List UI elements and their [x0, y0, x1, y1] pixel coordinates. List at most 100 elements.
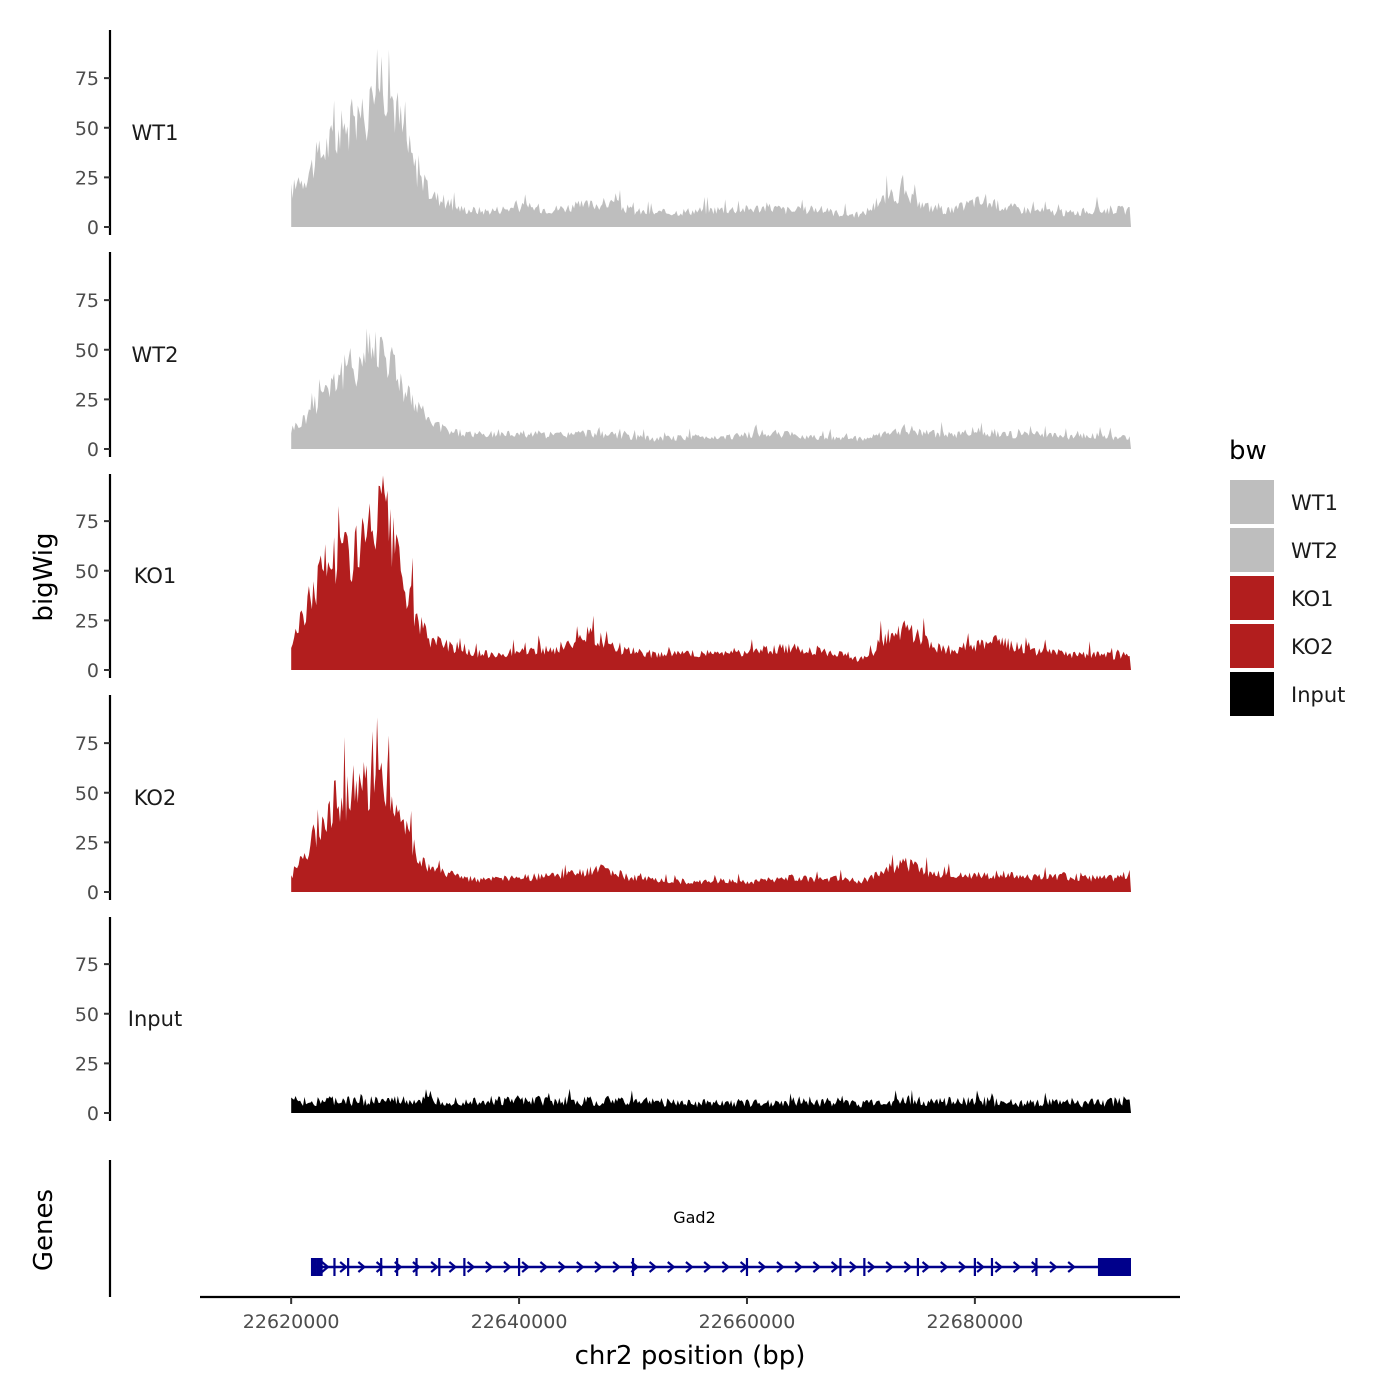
x-tick-label: 22640000 — [471, 1311, 568, 1333]
coverage-tracks: 0 25 50 75 WT1 0 25 50 75 WT2 0 25 50 75 KO1 0 25 50 75 KO2… — [75, 30, 1131, 1125]
y-tick-label: 25 — [75, 389, 99, 411]
exon-block — [380, 1258, 383, 1276]
strand-arrow — [940, 1261, 949, 1273]
track-input: 0 25 50 75 Input — [75, 917, 1131, 1125]
strand-arrow — [721, 1261, 731, 1273]
strand-arrow — [521, 1261, 530, 1273]
legend-swatch-ko1 — [1230, 576, 1274, 620]
exon-block — [990, 1258, 994, 1276]
track-label: KO1 — [134, 564, 177, 588]
strand-arrow — [867, 1261, 876, 1273]
coverage-area-ko2 — [291, 717, 1131, 892]
strand-arrow — [594, 1261, 603, 1273]
exon-block — [1035, 1258, 1038, 1276]
legend-swatch-input — [1230, 672, 1274, 716]
legend: bw WT1 WT2 KO1 KO2 Input — [1229, 436, 1345, 716]
gene-label: Gad2 — [673, 1208, 716, 1227]
coverage-area-ko1 — [291, 475, 1131, 670]
gene-gad2: Gad2 — [310, 1208, 1131, 1276]
y-tick-label: 50 — [75, 118, 99, 140]
y-tick-label: 50 — [75, 1004, 99, 1026]
legend-label: KO2 — [1291, 635, 1334, 659]
strand-arrow — [1049, 1261, 1058, 1273]
strand-arrow — [830, 1261, 840, 1273]
track-wt1: 0 25 50 75 WT1 — [75, 30, 1131, 239]
y-axis-title: bigWig — [29, 532, 59, 621]
track-wt2: 0 25 50 75 WT2 — [75, 252, 1131, 461]
strand-arrow — [849, 1261, 858, 1273]
x-axis-title: chr2 position (bp) — [575, 1341, 806, 1371]
y-tick-label: 0 — [87, 660, 99, 682]
y-tick-label: 25 — [75, 610, 99, 632]
exon-block — [463, 1258, 466, 1276]
strand-arrow — [448, 1261, 458, 1273]
strand-arrow — [412, 1261, 421, 1273]
legend-swatch-ko2 — [1230, 624, 1274, 668]
y-tick-label: 0 — [87, 217, 99, 239]
y-tick-label: 0 — [87, 882, 99, 904]
strand-arrow — [812, 1261, 822, 1273]
genes-panel-title: Genes — [29, 1189, 59, 1271]
y-tick-label: 75 — [75, 290, 99, 312]
strand-arrow — [321, 1261, 330, 1273]
exon-block — [863, 1258, 866, 1276]
track-label: Input — [128, 1007, 182, 1031]
y-tick-label: 50 — [75, 340, 99, 362]
coverage-area-wt2 — [291, 328, 1131, 449]
strand-arrow — [339, 1261, 348, 1273]
y-tick-label: 50 — [75, 561, 99, 583]
y-tick-label: 75 — [75, 511, 99, 533]
legend-swatch-wt1 — [1230, 480, 1274, 524]
strand-arrow — [1067, 1261, 1076, 1273]
strand-arrow — [430, 1261, 439, 1273]
x-axis: 22620000 22640000 22660000 22680000 — [200, 1295, 1180, 1333]
track-ko2: 0 25 50 75 KO2 — [75, 695, 1131, 904]
strand-arrow — [758, 1261, 767, 1273]
exon-block — [973, 1258, 976, 1276]
y-tick-label: 0 — [87, 439, 99, 461]
strand-arrow — [557, 1261, 567, 1273]
strand-arrow — [776, 1261, 785, 1273]
strand-arrow — [539, 1261, 549, 1273]
strand-arrow — [667, 1261, 676, 1273]
legend-label: KO1 — [1291, 587, 1334, 611]
strand-arrow — [994, 1261, 1004, 1273]
exon-block — [517, 1258, 521, 1276]
strand-arrow — [921, 1261, 931, 1273]
strand-arrow — [1031, 1261, 1040, 1273]
y-tick-label: 50 — [75, 783, 99, 805]
exon-block — [1097, 1258, 1131, 1276]
y-tick-label: 25 — [75, 832, 99, 854]
strand-arrow — [885, 1261, 894, 1273]
strand-arrow — [466, 1261, 476, 1273]
strand-arrow — [703, 1261, 712, 1273]
exon-block — [631, 1258, 635, 1276]
exon-block — [438, 1258, 441, 1276]
strand-arrow — [1012, 1261, 1022, 1273]
exon-block — [333, 1258, 336, 1276]
exon-block — [310, 1258, 317, 1276]
coverage-area-wt1 — [291, 48, 1131, 228]
y-tick-label: 75 — [75, 733, 99, 755]
y-tick-label: 75 — [75, 954, 99, 976]
strand-arrow — [375, 1261, 385, 1273]
y-tick-label: 25 — [75, 1053, 99, 1075]
strand-arrow — [612, 1261, 621, 1273]
legend-swatch-wt2 — [1230, 528, 1274, 572]
x-tick-label: 22680000 — [927, 1311, 1024, 1333]
strand-arrow — [976, 1261, 985, 1273]
track-label: WT2 — [132, 343, 179, 367]
strand-arrow — [357, 1261, 367, 1273]
x-tick-label: 22620000 — [243, 1311, 340, 1333]
legend-label: Input — [1291, 683, 1345, 707]
strand-arrow — [903, 1261, 913, 1273]
track-ko1: 0 25 50 75 KO1 — [75, 474, 1131, 682]
strand-arrow — [958, 1261, 967, 1273]
exon-block — [916, 1258, 920, 1276]
strand-arrow — [685, 1261, 694, 1273]
strand-arrow — [503, 1261, 512, 1273]
strand-arrow — [648, 1261, 658, 1273]
strand-arrow — [485, 1261, 494, 1273]
exon-block — [396, 1258, 399, 1276]
